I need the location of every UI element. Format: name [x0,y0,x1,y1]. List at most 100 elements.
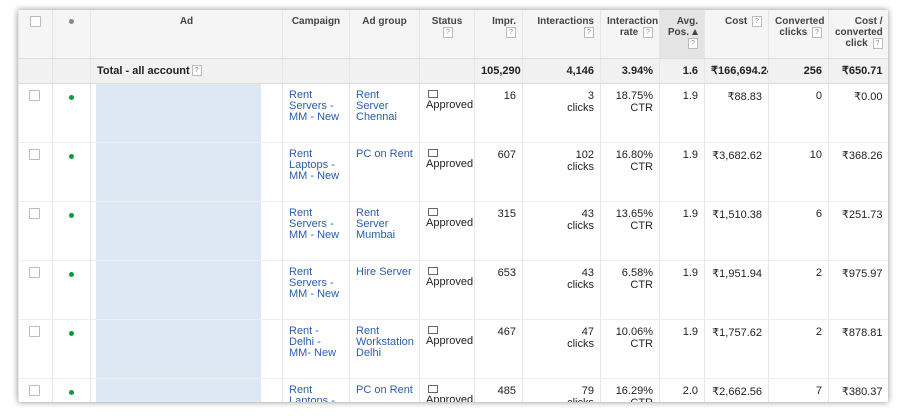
checkbox[interactable] [29,148,40,160]
column-header[interactable] [52,10,91,59]
status-dot [69,94,74,100]
column-header[interactable]: Converted clicks ? [768,10,829,59]
ad-group-link[interactable]: Hire Server [356,265,412,278]
campaign-link[interactable]: Rent Servers - MM - New [289,206,340,241]
ad-row: Rent Servers - MM - New Rent Server Chenn… [18,83,888,143]
total-value: ₹650.71 [841,65,883,77]
cell [90,260,283,320]
cell: 1.9 [659,142,705,202]
help-icon[interactable]: ? [643,27,653,38]
value: 7 [815,384,822,397]
help-icon[interactable]: ? [688,38,698,49]
total-cell [282,58,350,84]
column-header[interactable]: Ad group [349,10,420,59]
cell: 79clicks [522,378,601,402]
total-cell: ₹166,694.24 [704,58,769,84]
ad-group-link[interactable]: Rent Server Mumbai [356,206,396,241]
help-icon[interactable]: ? [872,38,883,49]
value: 16 [503,89,516,102]
unit-label: CTR [630,337,653,350]
status-dot [69,19,74,24]
cell: 16.80% CTR [600,142,660,202]
value: ₹380.37 [841,385,883,398]
checkbox[interactable] [30,16,41,27]
checkbox[interactable] [29,325,40,337]
column-header[interactable]: Avg. Pos. ? [659,10,705,59]
total-row: Total - all account? 105,290 4,146 3.94% 1.6… [18,58,888,84]
table-body: Total - all account? 105,290 4,146 3.94% 1.6… [18,58,888,403]
help-icon[interactable]: ? [812,27,822,38]
ad-group-link[interactable]: PC on Rent [356,147,413,160]
campaign-link[interactable]: Rent Laptops - [289,383,335,402]
cell: 18.75% CTR [600,83,660,143]
campaign-link[interactable]: Rent Laptops - MM - New [289,147,340,182]
value: 47 [581,325,594,338]
column-header[interactable]: Interaction rate ? [600,10,660,59]
cell: ₹1,510.38 [704,201,769,261]
header-label: Campaign [291,16,341,27]
help-icon[interactable]: ? [191,65,202,77]
column-header[interactable]: Interactions ? [522,10,601,59]
total-value: 1.6 [682,64,698,77]
ad-group-link[interactable]: PC on Rent [356,383,413,396]
ad-preview-redacted [96,142,261,200]
cell: 2 [768,319,829,379]
cell: 7 [768,378,829,402]
campaign-link[interactable]: Rent - Delhi - MM- New [289,324,337,359]
cell: Approved [419,319,475,379]
total-value: 105,290 [481,64,521,77]
header-label: Impr. [492,16,516,27]
cell: 485 [474,378,523,402]
help-icon[interactable]: ? [443,27,453,38]
cell [18,378,53,402]
column-header[interactable]: Cost ? [704,10,769,59]
header-label: Interaction rate [607,16,659,39]
value: 43 [581,266,594,279]
cell: Rent Servers - MM - New [282,83,350,143]
status-text: Approved [426,98,474,111]
help-icon[interactable]: ? [506,27,516,38]
value: ₹878.81 [841,326,883,339]
column-header[interactable]: Status ? [419,10,475,59]
value: 315 [497,207,516,220]
help-icon[interactable]: ? [584,27,594,38]
value: 10.06% [615,325,653,338]
value: ₹2,662.56 [712,385,762,398]
help-icon[interactable]: ? [752,16,762,27]
header-row: Ad Campaign Ad group Status ? Impr. ? Interac… [18,10,888,59]
cell: Rent Servers - MM - New [282,260,350,320]
campaign-link[interactable]: Rent Servers - MM - New [289,265,340,300]
cell [90,83,283,143]
cell: Rent - Delhi - MM- New [282,319,350,379]
cell [52,142,91,202]
cell: 43 clicks [522,201,601,261]
header-label: Interactions [537,16,594,27]
cell: 0 [768,83,829,143]
column-header[interactable]: Campaign [282,10,350,59]
cell: ₹3,682.62 [704,142,769,202]
ad-row: Rent - Delhi - MM- New Rent Workstation D… [18,319,888,379]
campaign-link[interactable]: Rent Servers - MM - New [289,88,340,123]
column-header[interactable] [18,10,53,59]
header-label: Avg. Pos. [667,16,698,38]
total-cell [419,58,475,84]
cell: 16 [474,83,523,143]
column-header[interactable]: Cost / converted click ? [828,10,888,59]
status-text: Approved [426,334,474,347]
ad-group-link[interactable]: Rent Server Chennai [356,88,397,123]
ad-group-link[interactable]: Rent Workstation Delhi [356,324,414,359]
unit-label: CTR [607,397,653,403]
checkbox[interactable] [29,89,40,101]
column-header[interactable]: Impr. ? [474,10,523,59]
checkbox[interactable] [29,266,40,278]
cell [90,142,283,202]
checkbox[interactable] [29,207,40,219]
cell [90,378,283,402]
value: 2 [815,325,822,338]
checkbox[interactable] [29,384,40,396]
cell: Approved [419,201,475,261]
column-header[interactable]: Ad [90,10,283,59]
unit-label: clicks [567,219,594,232]
cell: Rent Laptops - MM - New [282,142,350,202]
cell: Approved [419,378,475,402]
